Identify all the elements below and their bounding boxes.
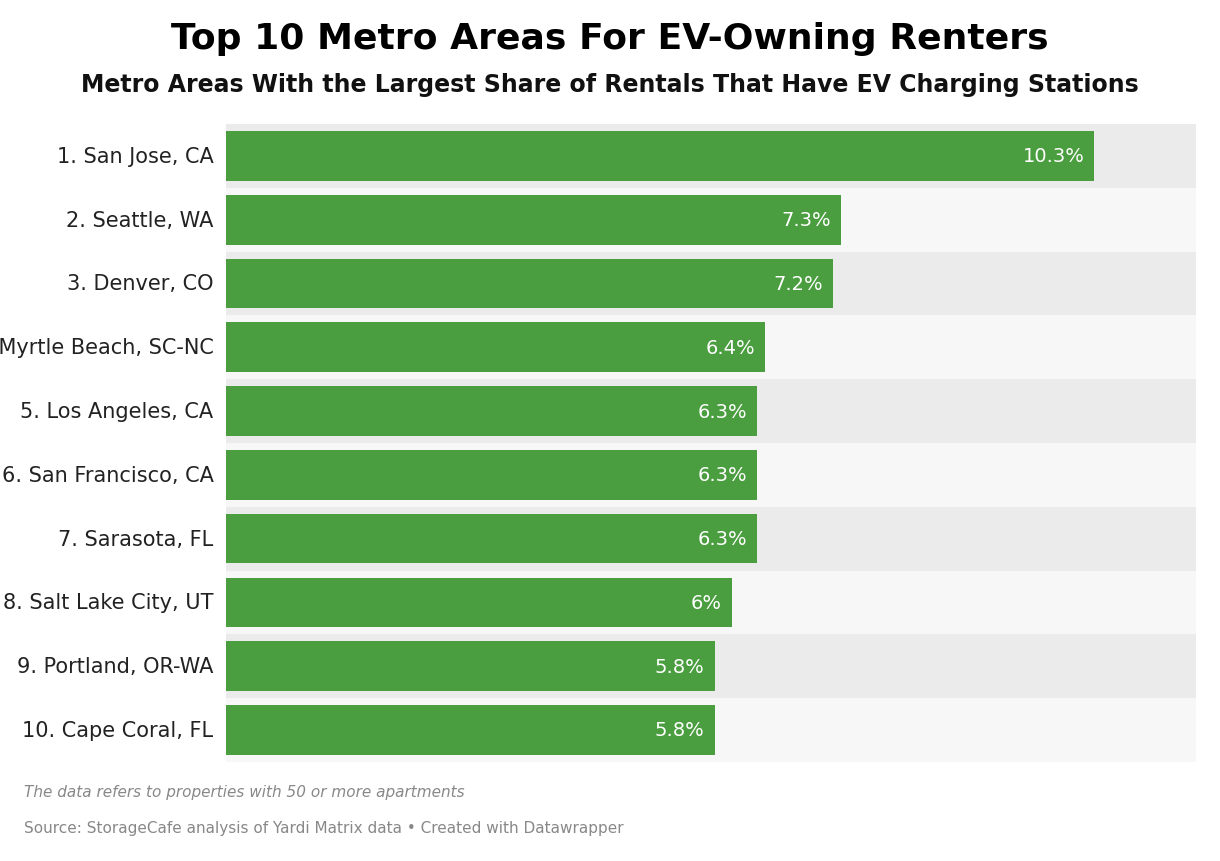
Bar — [226, 189, 1196, 252]
Text: 10. Cape Coral, FL: 10. Cape Coral, FL — [22, 720, 214, 740]
Text: 6.3%: 6.3% — [698, 530, 747, 548]
Bar — [226, 698, 1196, 762]
Text: 5. Los Angeles, CA: 5. Los Angeles, CA — [21, 401, 213, 422]
Text: Source: StorageCafe analysis of Yardi Matrix data • Created with Datawrapper: Source: StorageCafe analysis of Yardi Ma… — [24, 821, 623, 835]
Text: 6.3%: 6.3% — [698, 402, 747, 421]
Text: 6.4%: 6.4% — [705, 338, 755, 357]
Bar — [226, 635, 1196, 698]
Bar — [226, 443, 1196, 507]
Text: 6. San Francisco, CA: 6. San Francisco, CA — [1, 465, 213, 486]
Text: The data refers to properties with 50 or more apartments: The data refers to properties with 50 or… — [24, 784, 465, 799]
Text: 7. Sarasota, FL: 7. Sarasota, FL — [59, 529, 214, 549]
Text: Metro Areas With the Largest Share of Rentals That Have EV Charging Stations: Metro Areas With the Largest Share of Re… — [81, 73, 1139, 97]
Bar — [226, 514, 758, 564]
Bar — [226, 380, 1196, 443]
Text: 3. Denver, CO: 3. Denver, CO — [67, 274, 214, 294]
Bar — [226, 259, 833, 309]
Text: 8. Salt Lake City, UT: 8. Salt Lake City, UT — [2, 592, 213, 613]
Text: 6.3%: 6.3% — [698, 466, 747, 485]
Bar — [226, 507, 1196, 571]
Text: 7.3%: 7.3% — [782, 211, 831, 230]
Text: 5.8%: 5.8% — [655, 657, 705, 676]
Text: 2. Seattle, WA: 2. Seattle, WA — [66, 210, 214, 231]
Text: 5.8%: 5.8% — [655, 721, 705, 740]
Bar — [226, 132, 1094, 182]
Text: 4. Myrtle Beach, SC-NC: 4. Myrtle Beach, SC-NC — [0, 338, 214, 358]
Bar — [226, 387, 758, 437]
Bar — [226, 450, 758, 500]
Bar — [226, 323, 765, 373]
Bar — [226, 705, 715, 755]
Bar — [226, 195, 842, 245]
Bar — [226, 316, 1196, 380]
Text: 9. Portland, OR-WA: 9. Portland, OR-WA — [17, 656, 213, 677]
Bar — [226, 578, 732, 628]
Text: 6%: 6% — [691, 593, 721, 612]
Bar — [226, 641, 715, 691]
Text: 7.2%: 7.2% — [773, 275, 822, 294]
Text: 10.3%: 10.3% — [1022, 147, 1085, 166]
Bar — [226, 252, 1196, 316]
Text: 1. San Jose, CA: 1. San Jose, CA — [57, 146, 214, 167]
Bar — [226, 571, 1196, 635]
Text: Top 10 Metro Areas For EV-Owning Renters: Top 10 Metro Areas For EV-Owning Renters — [171, 22, 1049, 55]
Bar — [226, 125, 1196, 189]
